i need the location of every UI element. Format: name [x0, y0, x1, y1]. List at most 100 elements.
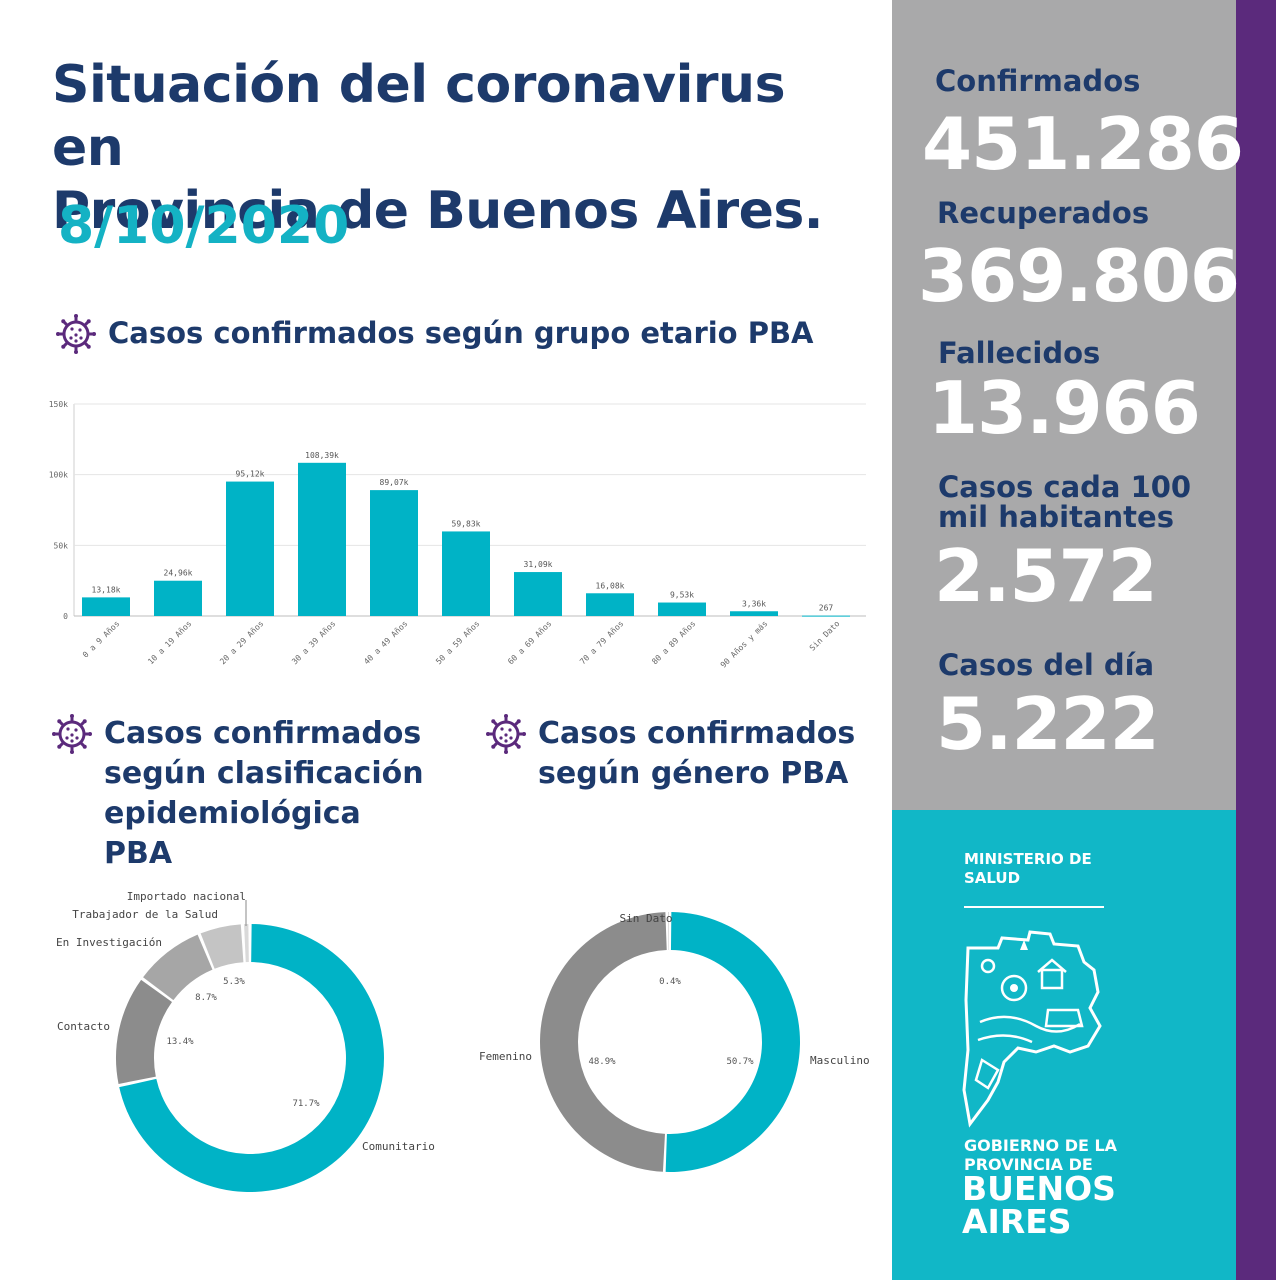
- bar-data-label: 24,96k: [164, 569, 193, 578]
- slice-label: Comunitario: [362, 1140, 435, 1153]
- x-tick-label: 60 a 69 Años: [506, 619, 553, 666]
- y-tick-label: 150k: [49, 400, 68, 409]
- bar-data-label: 16,08k: [596, 581, 625, 590]
- stats-panel: [892, 0, 1236, 810]
- gov-line-3: BUENOS: [962, 1169, 1116, 1208]
- x-tick-label: 50 a 59 Años: [434, 619, 481, 666]
- slice-percent-label: 48.9%: [588, 1057, 616, 1067]
- slice-percent-label: 71.7%: [292, 1099, 320, 1109]
- slice-label: Masculino: [810, 1054, 870, 1067]
- bar: [442, 531, 490, 616]
- virus-icon: [486, 714, 526, 754]
- y-tick-label: 50k: [54, 541, 69, 550]
- donut-slice: [244, 924, 249, 963]
- gender-title-line-2: según género PBA: [538, 756, 849, 791]
- gov-name-small: GOBIERNO DE LA PROVINCIA DE: [964, 1136, 1117, 1174]
- bar-data-label: 13,18k: [92, 585, 121, 594]
- bar-data-label: 9,53k: [670, 591, 694, 600]
- slice-label: Trabajador de la Salud: [72, 908, 218, 921]
- epi-title-line-2: según clasificación: [104, 756, 424, 791]
- recuperados-value: 369.806: [918, 234, 1240, 318]
- title-line-2: Provincia de Buenos Aires.: [52, 181, 824, 241]
- bar-data-label: 267: [819, 604, 834, 613]
- gender-title-line-1: Casos confirmados: [538, 716, 856, 751]
- x-tick-label: 10 a 19 Años: [146, 619, 193, 666]
- bar: [154, 580, 202, 616]
- gov-name-big: BUENOS AIRES: [962, 1172, 1116, 1238]
- ministry-name: MINISTERIO DE SALUD: [964, 850, 1092, 888]
- slice-percent-label: 0.4%: [659, 977, 681, 987]
- tasa-value: 2.572: [934, 534, 1158, 618]
- age-section-title: Casos confirmados según grupo etario PBA: [108, 316, 814, 350]
- x-tick-label: Sin Dato: [808, 619, 842, 653]
- bar: [82, 597, 130, 616]
- casos-dia-label: Casos del día: [938, 648, 1155, 682]
- epi-title-line-3: epidemiológica PBA: [104, 796, 361, 871]
- gov-line-4: AIRES: [962, 1202, 1072, 1241]
- gov-line-2: PROVINCIA DE: [964, 1155, 1093, 1174]
- bar-data-label: 3,36k: [742, 599, 766, 608]
- bar: [586, 593, 634, 616]
- epi-donut-chart: Comunitario Contacto En Investigación Traba…: [56, 890, 435, 1192]
- epi-section-title: Casos confirmados según clasificación ep…: [104, 714, 434, 874]
- tasa-label-line-1: Casos cada 100: [938, 470, 1192, 504]
- bar: [802, 615, 850, 617]
- virus-icon: [52, 714, 92, 754]
- age-section-heading: Casos confirmados según grupo etario PBA: [56, 314, 814, 354]
- report-date: 8/10/2020: [58, 196, 350, 256]
- tasa-label-line-2: mil habitantes: [938, 500, 1174, 534]
- bar-data-label: 108,39k: [305, 451, 339, 460]
- x-tick-label: 40 a 49 Años: [362, 619, 409, 666]
- gender-section-heading: Casos confirmados según género PBA: [486, 714, 858, 794]
- ministry-line-2: SALUD: [964, 869, 1021, 887]
- slice-percent-label: 13.4%: [166, 1037, 194, 1047]
- ministry-line-1: MINISTERIO DE: [964, 850, 1092, 868]
- slice-percent-label: 50.7%: [726, 1057, 754, 1067]
- x-tick-label: 90 Años y más: [719, 619, 770, 670]
- bar-data-label: 89,07k: [380, 478, 409, 487]
- donut-slice: [116, 979, 173, 1084]
- x-tick-label: 30 a 39 Años: [290, 619, 337, 666]
- casos-dia-value: 5.222: [936, 682, 1160, 766]
- bar-data-label: 31,09k: [524, 560, 553, 569]
- x-tick-label: 0 a 9 Años: [81, 619, 122, 660]
- gov-line-1: GOBIERNO DE LA: [964, 1136, 1118, 1155]
- accent-strip: [1236, 0, 1276, 1280]
- epi-title-line-1: Casos confirmados: [104, 716, 422, 751]
- fallecidos-label: Fallecidos: [938, 336, 1101, 370]
- x-tick-label: 80 a 89 Años: [650, 619, 697, 666]
- slice-label: En Investigación: [56, 936, 162, 949]
- confirmados-label: Confirmados: [935, 64, 1141, 98]
- recuperados-label: Recuperados: [937, 196, 1150, 230]
- bar-data-label: 95,12k: [236, 470, 265, 479]
- slice-label: Contacto: [57, 1020, 110, 1033]
- donut-slice: [200, 924, 244, 969]
- donut-slice: [143, 934, 213, 1001]
- donut-slice: [668, 912, 670, 951]
- confirmados-value: 451.286: [922, 102, 1244, 186]
- x-tick-label: 20 a 29 Años: [218, 619, 265, 666]
- tasa-label: Casos cada 100 mil habitantes: [938, 472, 1191, 532]
- y-tick-label: 0: [63, 612, 68, 621]
- slice-label: Importado nacional: [127, 890, 246, 903]
- province-map-logo: [962, 930, 1102, 1128]
- donut-slice: [665, 912, 801, 1172]
- bar: [730, 611, 778, 616]
- virus-icon: [56, 314, 96, 354]
- y-tick-label: 100k: [49, 471, 68, 480]
- bar-data-label: 59,83k: [452, 519, 481, 528]
- bar: [226, 481, 274, 616]
- gender-donut-chart: Masculino Femenino Sin Dato 50.7% 48.9% 0.4%: [479, 912, 870, 1172]
- donut-slice: [540, 912, 667, 1172]
- bar: [298, 462, 346, 616]
- title-line-1: Situación del coronavirus en: [52, 55, 786, 178]
- fallecidos-value: 13.966: [928, 366, 1201, 450]
- slice-percent-label: 8.7%: [195, 993, 217, 1003]
- x-tick-label: 70 a 79 Años: [578, 619, 625, 666]
- page-title: Situación del coronavirus en Provincia d…: [52, 54, 872, 243]
- ministry-panel: [892, 810, 1236, 1280]
- divider: [964, 906, 1104, 908]
- bar: [370, 490, 418, 616]
- gender-section-title: Casos confirmados según género PBA: [538, 714, 858, 794]
- slice-label: Femenino: [479, 1050, 532, 1063]
